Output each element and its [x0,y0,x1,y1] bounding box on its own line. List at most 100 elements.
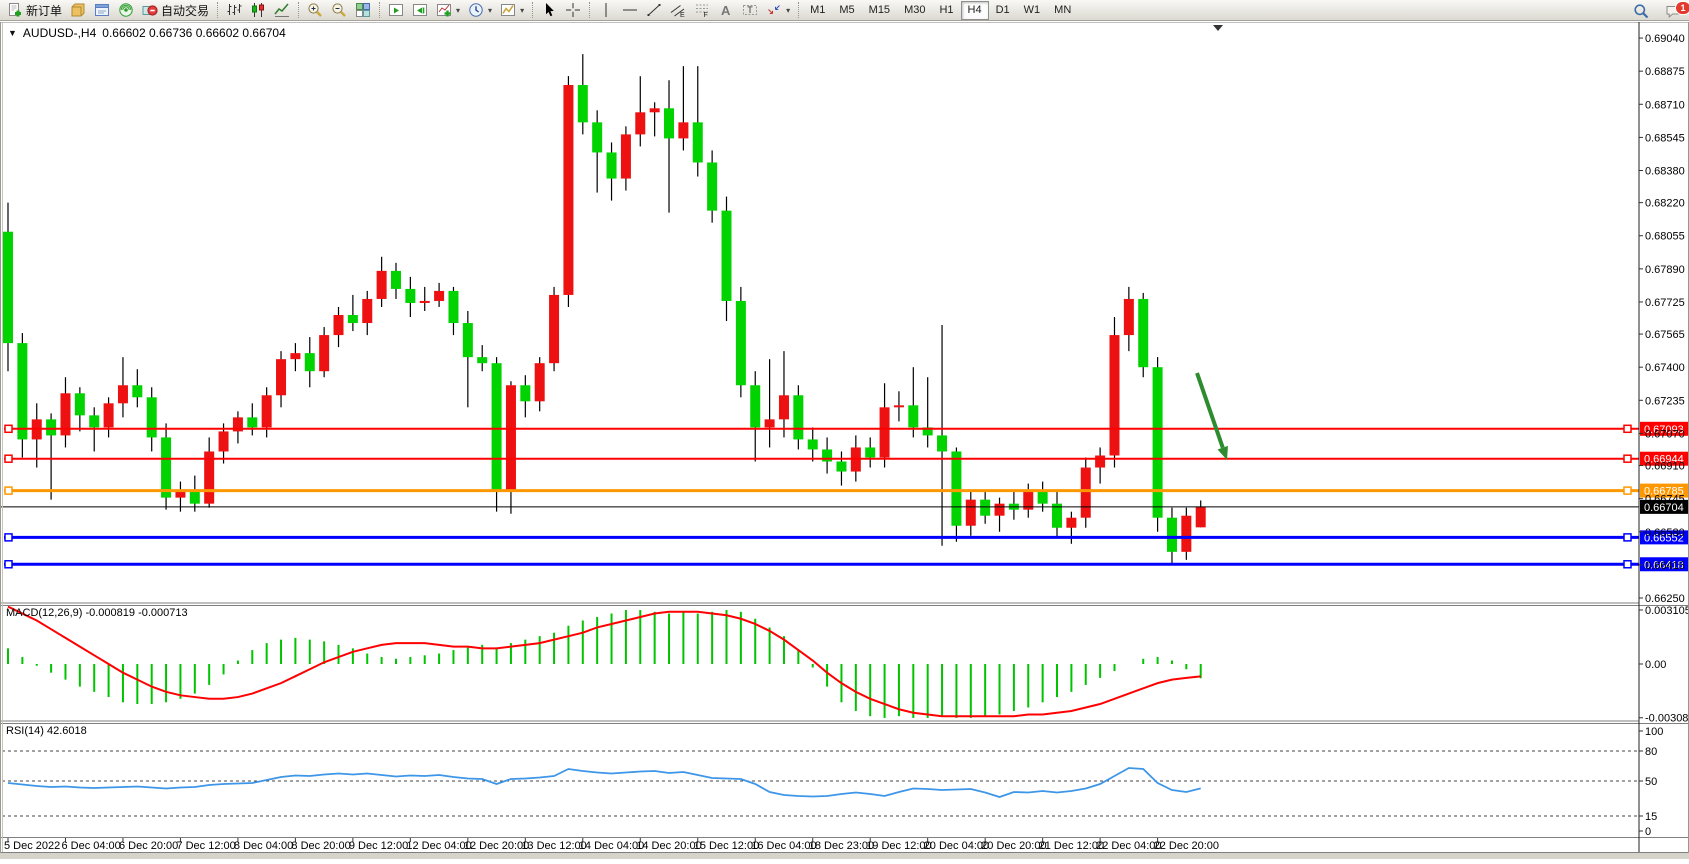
toolbar-zoom-out-button[interactable] [327,0,351,20]
hline-0.66418[interactable]: 0.66418 [4,557,1689,572]
toolbar-separator [217,2,219,18]
price-axis-label: 0.66580 [1645,527,1685,539]
indicators-icon [437,4,452,17]
toolbar-profile-button[interactable] [66,0,90,20]
toolbar-cursor-button[interactable] [537,0,561,20]
toolbar-bar-chart-button[interactable] [222,0,246,20]
candle [434,290,445,301]
candle [563,85,574,295]
dropdown-caret-icon[interactable]: ▾ [520,5,525,15]
candle [980,499,991,516]
toolbar-auto-scroll-button[interactable] [384,0,408,20]
toolbar-equidistant-channel-button[interactable]: E [666,0,690,20]
time-axis[interactable]: 5 Dec 2022 6 Dec 04:006 Dec 20:007 Dec 12… [4,838,1219,852]
price-tag [1640,530,1689,545]
dropdown-caret-icon[interactable]: ▾ [786,5,791,15]
toolbar-notifications-button[interactable]: 1 [1661,0,1689,21]
candle [1037,491,1048,504]
candle [1052,503,1063,528]
toolbar-periods-button[interactable]: ▾ [464,0,496,20]
toolbar-text-label-button[interactable]: T [738,0,762,20]
hline-0.67093[interactable]: 0.67093 [4,421,1689,436]
hline-0.66785[interactable]: 0.66785 [4,483,1689,498]
timeframe-mn-button[interactable]: MN [1054,3,1072,16]
toolbar-templates-button[interactable]: ▾ [496,0,528,20]
zoom-in-icon [308,3,322,17]
rsi-line [7,767,1201,798]
candle [290,353,301,360]
toolbar-crosshair-button[interactable] [561,0,585,20]
price-axis[interactable]: 0.69040 0.68875 0.68710 0.68545 0.68380 0.682… [1639,33,1689,838]
toolbar-indicators-button[interactable]: ▾ [432,0,464,20]
line-handle[interactable] [1623,486,1632,495]
toolbar-right-group: 1 [1629,0,1689,21]
timeframe-m1-button[interactable]: M1 [810,3,826,16]
toolbar-vertical-line-button[interactable] [594,0,618,20]
toolbar-auto-trading-button[interactable]: 自动交易 [138,0,213,20]
toolbar-text-button[interactable]: A [714,0,738,20]
price-axis-label: 0.66910 [1645,461,1685,473]
time-axis-label: 12 Dec 20:00 [464,840,529,852]
price-axis-label: 0.68055 [1645,231,1685,243]
toolbar-candlestick-chart-button[interactable] [246,0,270,20]
arrow-annotation[interactable] [1195,372,1228,460]
chart-canvas[interactable]: 0.67093 0.66944 0.66785 0.66552 0.66418 0.667… [0,21,1689,859]
line-handle[interactable] [1623,560,1632,569]
toolbar-arrows-button[interactable]: ▾ [762,0,794,20]
price-axis-label: 0.67400 [1645,362,1685,374]
toolbar-fibonacci-button[interactable]: F [690,0,714,20]
timeframe-m15-button[interactable]: M15 [868,3,891,16]
dropdown-caret-icon[interactable]: ▾ [488,5,493,15]
timeframe-m5-button[interactable]: M5 [839,3,855,16]
candle [477,357,488,364]
candle [419,300,430,303]
toolbar-line-chart-button[interactable] [270,0,294,20]
timeframe-h1-button[interactable]: H1 [939,3,954,16]
toolbar-tile-windows-button[interactable] [351,0,375,20]
line-handle[interactable] [4,424,13,434]
candle [204,451,215,504]
time-axis-label: 22 Dec 20:00 [1154,840,1219,852]
line-handle[interactable] [1623,424,1632,434]
toolbar-chart-shift-button[interactable] [408,0,432,20]
toolbar-zoom-in-button[interactable] [303,0,327,20]
line-handle[interactable] [1623,533,1632,542]
rsi-axis-label: 15 [1645,811,1657,823]
candle [534,363,545,402]
price-axis-label: 0.68545 [1645,132,1685,144]
rsi-indicator-label: RSI(14) 42.6018 [6,725,87,737]
line-handle[interactable] [4,560,13,569]
fibonacci-icon: F [696,4,709,18]
svg-text:T: T [747,5,753,15]
hline-0.66944[interactable]: 0.66944 [4,451,1689,466]
toolbar-search-button[interactable] [1629,1,1653,21]
toolbar-signal-button[interactable] [114,0,138,20]
price-axis-label: 0.67565 [1645,329,1685,341]
symbol-dropdown-icon[interactable]: ▼ [8,28,17,38]
dropdown-caret-icon[interactable]: ▾ [456,5,461,15]
timeframe-d1-button[interactable]: D1 [995,3,1010,16]
toolbar-new-order-button[interactable]: 新订单 [3,0,66,20]
timeframe-w1-button[interactable]: W1 [1023,3,1041,16]
candle [865,447,876,458]
toolbar-market-watch-button[interactable] [90,0,114,20]
macd-axis-label: -0.003089 [1645,713,1689,725]
line-handle[interactable] [4,533,13,542]
rsi-axis-label: 100 [1645,726,1663,738]
candle [232,417,243,432]
timeframe-m30-button[interactable]: M30 [904,3,926,16]
candle [175,489,186,498]
market-watch-icon [95,4,110,16]
line-handle[interactable] [4,486,13,495]
toolbar-horizontal-line-button[interactable] [618,0,642,20]
candle [491,363,502,490]
line-handle[interactable] [1623,454,1632,463]
hline-0.66552[interactable]: 0.66552 [4,530,1689,545]
templates-icon [501,4,516,16]
toolbar-trendline-button[interactable] [642,0,666,20]
candle [218,431,229,452]
price-tag-label: 0.66944 [1644,454,1684,466]
timeframe-h4-button[interactable]: H4 [960,0,989,20]
candle [908,405,919,428]
line-handle[interactable] [4,454,13,463]
